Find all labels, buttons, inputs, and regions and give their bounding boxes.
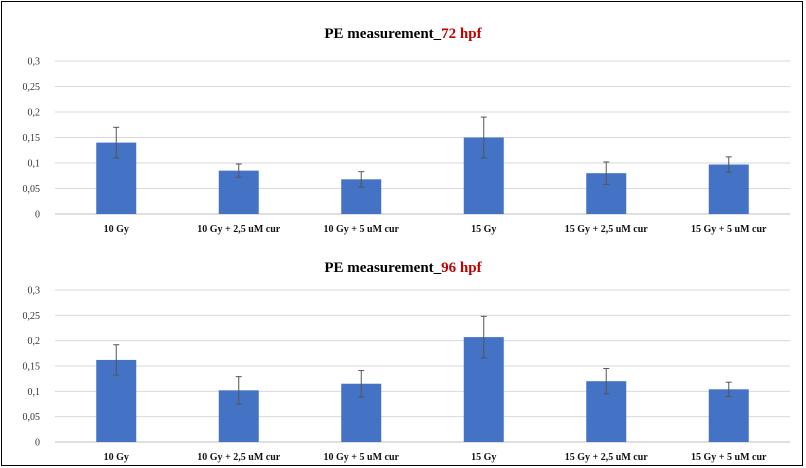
chart-title-highlight: 72 hpf (441, 26, 482, 42)
bar (708, 164, 749, 214)
x-category-label: 15 Gy (471, 452, 496, 463)
y-tick-label: 0 (35, 210, 40, 221)
chart-title-main: PE measurement_ (324, 260, 441, 276)
y-tick-label: 0,15 (23, 362, 41, 373)
y-tick-label: 0,3 (28, 286, 41, 297)
y-tick-label: 0,1 (28, 159, 41, 170)
y-tick-label: 0,05 (23, 412, 41, 423)
chart-title: PE measurement_96 hpf (324, 260, 482, 276)
y-tick-label: 0,2 (28, 108, 41, 119)
bar (708, 389, 749, 442)
x-category-label: 15 Gy + 2,5 uM cur (565, 224, 648, 235)
x-category-label: 15 Gy + 5 uM cur (691, 452, 767, 463)
bar (218, 170, 259, 214)
y-tick-label: 0,25 (23, 311, 41, 322)
x-category-label: 15 Gy (471, 224, 496, 235)
x-category-label: 10 Gy + 2,5 uM cur (197, 224, 280, 235)
y-tick-label: 0,3 (28, 57, 41, 68)
x-category-label: 10 Gy + 5 uM cur (324, 224, 400, 235)
y-tick-label: 0,15 (23, 133, 41, 144)
chart-title-highlight: 96 hpf (441, 260, 482, 276)
x-category-label: 10 Gy + 2,5 uM cur (197, 452, 280, 463)
x-category-label: 10 Gy (104, 224, 129, 235)
chart-title-main: PE measurement_ (324, 26, 441, 42)
y-tick-label: 0,05 (23, 184, 41, 195)
y-tick-label: 0 (35, 438, 40, 449)
x-category-label: 15 Gy + 2,5 uM cur (565, 452, 648, 463)
y-tick-label: 0,1 (28, 387, 41, 398)
x-category-label: 10 Gy + 5 uM cur (324, 452, 400, 463)
chart-title: PE measurement_72 hpf (324, 26, 482, 42)
y-tick-label: 0,2 (28, 336, 41, 347)
x-category-label: 15 Gy + 5 uM cur (691, 224, 767, 235)
y-tick-label: 0,25 (23, 82, 41, 93)
x-category-label: 10 Gy (104, 452, 129, 463)
